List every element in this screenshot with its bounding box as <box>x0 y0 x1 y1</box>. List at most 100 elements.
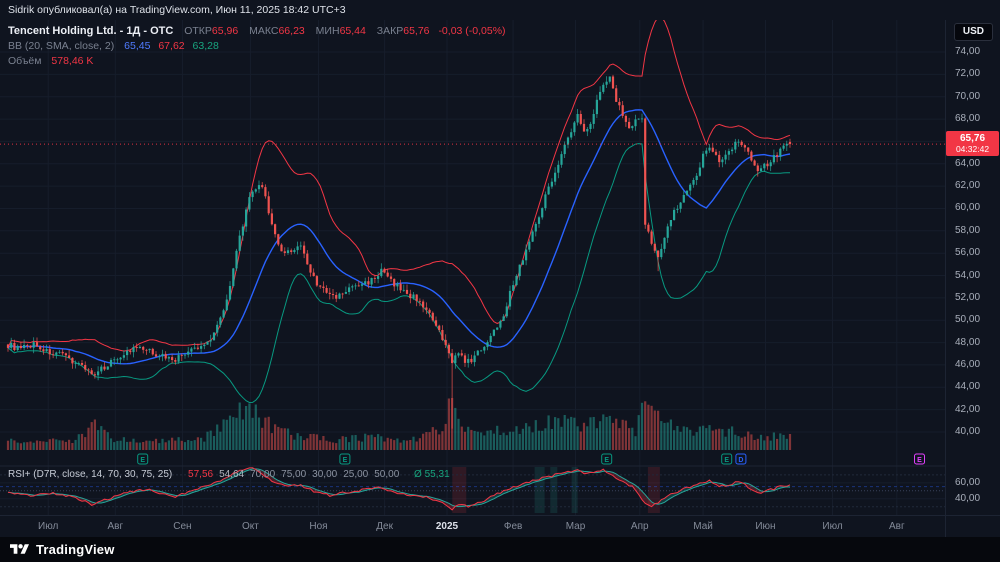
rsi-layer <box>0 467 945 511</box>
rsi-legend-value: 30,00 <box>312 469 338 480</box>
svg-text:E: E <box>604 457 609 464</box>
price-axis-label: 62,00 <box>955 180 981 192</box>
price-axis-label: 56,00 <box>955 247 981 259</box>
close-value: 65,76 <box>403 25 430 37</box>
rsi-signal-line <box>7 468 791 508</box>
price-axis-label: 48,00 <box>955 336 981 348</box>
price-axis-label: 64,00 <box>955 157 981 169</box>
svg-text:E: E <box>140 457 145 464</box>
volume-layer <box>6 398 792 450</box>
bollinger-layer <box>7 20 791 404</box>
footer-bar: TradingView <box>0 537 1000 562</box>
bb-label[interactable]: BB (20, SMA, close, 2) <box>8 40 115 52</box>
bb-upper-line <box>7 20 791 352</box>
attribution-bar: Sidrik опубликовал(а) на TradingView.com… <box>0 0 1000 20</box>
symbol-title[interactable]: Tencent Holding Ltd. - 1Д - OTC <box>8 25 174 37</box>
time-label: Май <box>693 521 713 532</box>
rsi-legend-value: 25,00 <box>343 469 369 480</box>
time-label: Авг <box>888 521 905 532</box>
rsi-legend: RSI+ (D7R, close, 14, 70, 30, 75, 25) 57… <box>8 469 456 480</box>
event-badge[interactable] <box>601 453 613 465</box>
price-axis-label: 60,00 <box>955 202 981 214</box>
change-value: -0,03 (-0,05%) <box>438 25 506 37</box>
price-axis-label: 44,00 <box>955 381 981 393</box>
price-axis-label: 74,00 <box>955 46 981 57</box>
rsi-axis-label: 40,00 <box>955 492 981 504</box>
rsi-legend-value: 57,56 <box>188 469 214 480</box>
high-value: 66,23 <box>278 25 305 37</box>
bar-countdown: 04:32:42 <box>955 144 990 155</box>
price-axis-label: 54,00 <box>955 269 981 281</box>
low-value: 65,44 <box>339 25 366 37</box>
last-price-value: 65,76 <box>959 133 986 145</box>
rsi-legend-value: 50,00 <box>374 469 400 480</box>
price-axis-label: 40,00 <box>955 426 981 437</box>
time-label: Авг <box>107 521 124 532</box>
open-label: ОТКР <box>184 25 212 37</box>
price-axis-label: 42,00 <box>955 403 981 415</box>
rsi-legend-value: 70,00 <box>250 469 276 480</box>
time-label: Апр <box>630 521 649 532</box>
high-label: МАКС <box>249 25 279 37</box>
event-badge[interactable] <box>914 453 925 465</box>
rsi-indicator-label[interactable]: RSI+ (D7R, close, 14, 70, 30, 75, 25) <box>8 469 173 480</box>
volume-label[interactable]: Объём <box>8 55 42 67</box>
time-label: Ноя <box>309 521 328 532</box>
price-axis-label: 50,00 <box>955 314 981 326</box>
time-label: Окт <box>241 521 259 532</box>
bb-lower-line <box>7 143 790 404</box>
low-label: МИН <box>315 25 340 37</box>
close-label: ЗАКР <box>376 25 404 37</box>
tradingview-logo-icon[interactable] <box>10 541 29 558</box>
legend-row-bb: BB (20, SMA, close, 2) 65,45 67,62 63,28 <box>8 39 506 54</box>
time-label: 2025 <box>435 521 459 532</box>
currency-toggle-button[interactable]: USD <box>953 23 993 41</box>
event-badge[interactable] <box>735 453 747 465</box>
rsi-legend-value: 54,64 <box>219 469 245 480</box>
legend-row-symbol: Tencent Holding Ltd. - 1Д - OTC ОТКР65,9… <box>8 24 506 39</box>
last-price-badge: 65,76 04:32:42 <box>946 131 999 157</box>
rsi-average-value: Ø 55,31 <box>414 469 450 480</box>
price-axis-label: 52,00 <box>955 291 981 303</box>
time-label: Дек <box>376 521 393 532</box>
svg-text:E: E <box>917 457 922 464</box>
time-label: Июн <box>755 521 776 532</box>
price-axis-label: 70,00 <box>955 90 981 102</box>
time-label: Июл <box>38 521 59 532</box>
svg-text:D: D <box>738 457 743 464</box>
candles-layer <box>6 74 792 429</box>
rsi-main-line <box>7 467 791 511</box>
time-label: Сен <box>173 521 192 532</box>
time-scale[interactable]: Июл Авг Сен Окт Ноя Дек 2025 Фев Мар Апр Май Июн Июл… <box>0 515 1000 537</box>
time-label: Мар <box>565 521 586 532</box>
time-label: Фев <box>503 521 523 532</box>
time-label: Июл <box>822 521 843 532</box>
attribution-text: Sidrik опубликовал(а) на TradingView.com… <box>8 4 346 16</box>
tradingview-brand-text[interactable]: TradingView <box>36 542 115 557</box>
rsi-legend-value: 75,00 <box>281 469 307 480</box>
grid-layer <box>0 20 1000 515</box>
price-scale[interactable]: 74,0072,0070,0068,0066,0064,0062,0060,00… <box>945 20 1000 537</box>
bb-upper-value: 67,62 <box>158 40 185 52</box>
price-axis-label: 58,00 <box>955 224 981 236</box>
event-badge[interactable] <box>721 453 733 465</box>
chart-region: E E E E D E Tencent Holding Ltd. - 1Д - OTC О… <box>0 20 1000 537</box>
svg-text:E: E <box>724 457 729 464</box>
rsi-values: 57,56 54,64 70,00 75,00 30,00 25,00 50,00 <box>181 469 405 480</box>
svg-text:E: E <box>343 457 348 464</box>
chart-legend: Tencent Holding Ltd. - 1Д - OTC ОТКР65,9… <box>8 24 506 69</box>
bb-lower-value: 63,28 <box>192 40 219 52</box>
price-axis-label: 68,00 <box>955 113 981 125</box>
volume-value: 578,46 K <box>51 55 94 67</box>
bb-basis-line <box>7 109 791 365</box>
open-value: 65,96 <box>211 25 239 37</box>
event-badge[interactable] <box>339 453 351 465</box>
event-badge[interactable] <box>137 453 149 465</box>
bb-basis-value: 65,45 <box>124 40 151 52</box>
rsi-axis-label: 60,00 <box>955 476 981 488</box>
legend-row-volume: Объём 578,46 K <box>8 54 506 69</box>
price-axis-label: 46,00 <box>955 358 981 370</box>
